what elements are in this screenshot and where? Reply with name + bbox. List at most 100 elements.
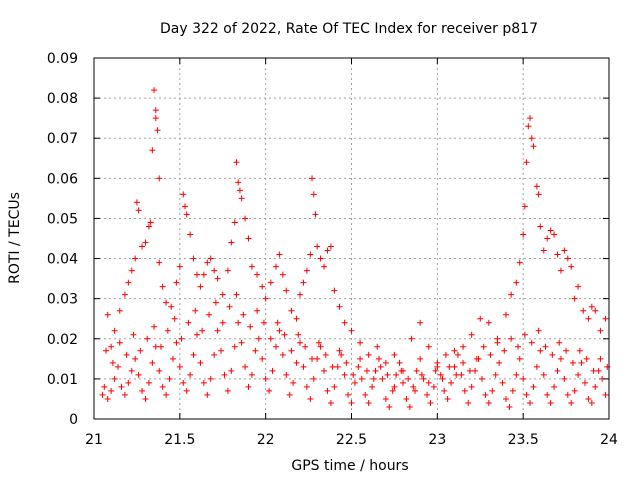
- data-point: [194, 271, 200, 278]
- data-point: [417, 319, 424, 326]
- data-point: [535, 327, 542, 334]
- data-point: [377, 363, 384, 370]
- data-point: [453, 371, 460, 378]
- data-point: [214, 327, 221, 334]
- y-axis-label: ROTI / TECUs: [7, 192, 23, 284]
- data-point: [527, 115, 534, 122]
- data-point: [315, 339, 322, 346]
- data-point: [145, 223, 152, 230]
- data-point: [231, 343, 238, 350]
- data-point: [293, 359, 300, 366]
- data-point: [336, 303, 343, 310]
- data-point: [219, 291, 226, 298]
- data-point: [508, 291, 515, 298]
- data-point: [331, 383, 338, 390]
- data-point: [238, 195, 245, 202]
- data-point: [159, 283, 166, 290]
- x-tick-label: 24: [600, 432, 618, 448]
- data-point: [568, 263, 575, 270]
- y-tick-label: 0.05: [47, 211, 78, 227]
- data-point: [520, 231, 527, 238]
- data-point: [128, 267, 135, 274]
- data-point: [444, 395, 451, 402]
- data-point: [473, 355, 480, 362]
- data-point: [568, 399, 575, 406]
- data-point: [420, 375, 427, 382]
- data-point: [197, 359, 204, 366]
- x-tick-label: 22.5: [336, 432, 367, 448]
- data-point: [485, 319, 492, 326]
- data-point: [128, 367, 135, 374]
- data-point: [152, 107, 159, 114]
- y-tick-label: 0.06: [47, 171, 78, 187]
- data-point: [578, 359, 585, 366]
- data-point: [199, 327, 206, 334]
- data-point: [442, 351, 449, 358]
- data-point: [123, 351, 130, 358]
- data-point: [180, 379, 187, 386]
- data-point: [322, 351, 329, 358]
- data-point: [290, 379, 297, 386]
- data-point: [513, 279, 520, 286]
- data-point: [235, 179, 242, 186]
- data-point: [327, 399, 334, 406]
- data-point: [425, 343, 432, 350]
- data-point: [260, 319, 267, 326]
- data-point: [247, 323, 254, 330]
- data-point: [214, 275, 221, 282]
- data-point: [321, 263, 328, 270]
- data-point: [240, 311, 247, 318]
- x-tick-label: 22: [257, 432, 275, 448]
- data-point: [535, 191, 542, 198]
- data-point: [135, 207, 142, 214]
- data-point: [583, 355, 590, 362]
- data-point: [527, 399, 534, 406]
- data-point: [544, 391, 551, 398]
- data-point: [300, 363, 307, 370]
- data-point: [425, 379, 432, 386]
- data-point: [338, 351, 345, 358]
- data-point: [391, 383, 398, 390]
- data-point: [515, 343, 522, 350]
- data-point: [406, 403, 413, 410]
- data-point: [297, 339, 303, 346]
- data-point: [169, 355, 176, 362]
- data-point: [508, 335, 515, 342]
- data-point: [267, 335, 274, 342]
- data-point: [187, 231, 194, 238]
- data-point: [521, 331, 528, 338]
- data-point: [192, 307, 199, 314]
- data-point: [254, 271, 261, 278]
- data-point: [166, 375, 173, 382]
- data-point: [156, 259, 163, 266]
- data-point: [168, 303, 175, 310]
- data-point: [494, 339, 501, 346]
- data-point: [302, 343, 309, 350]
- data-point: [432, 367, 439, 374]
- data-point: [279, 271, 286, 278]
- data-point: [341, 371, 348, 378]
- data-point: [154, 127, 161, 134]
- data-point: [540, 247, 547, 254]
- data-point: [310, 191, 317, 198]
- data-point: [537, 347, 544, 354]
- data-point: [101, 383, 108, 390]
- data-point: [295, 331, 302, 338]
- data-point: [487, 351, 494, 358]
- data-point: [549, 351, 556, 358]
- data-point: [121, 391, 128, 398]
- data-point: [145, 379, 152, 386]
- data-point: [554, 367, 561, 374]
- data-point: [297, 291, 303, 298]
- data-point: [351, 379, 358, 386]
- data-point: [458, 371, 465, 378]
- data-point: [334, 363, 341, 370]
- x-tick-label: 23: [428, 432, 446, 448]
- data-point: [554, 251, 561, 258]
- data-point: [130, 331, 137, 338]
- data-point: [446, 363, 453, 370]
- data-point: [575, 283, 582, 290]
- data-point: [190, 255, 197, 262]
- data-point: [171, 315, 178, 322]
- data-point: [149, 147, 156, 154]
